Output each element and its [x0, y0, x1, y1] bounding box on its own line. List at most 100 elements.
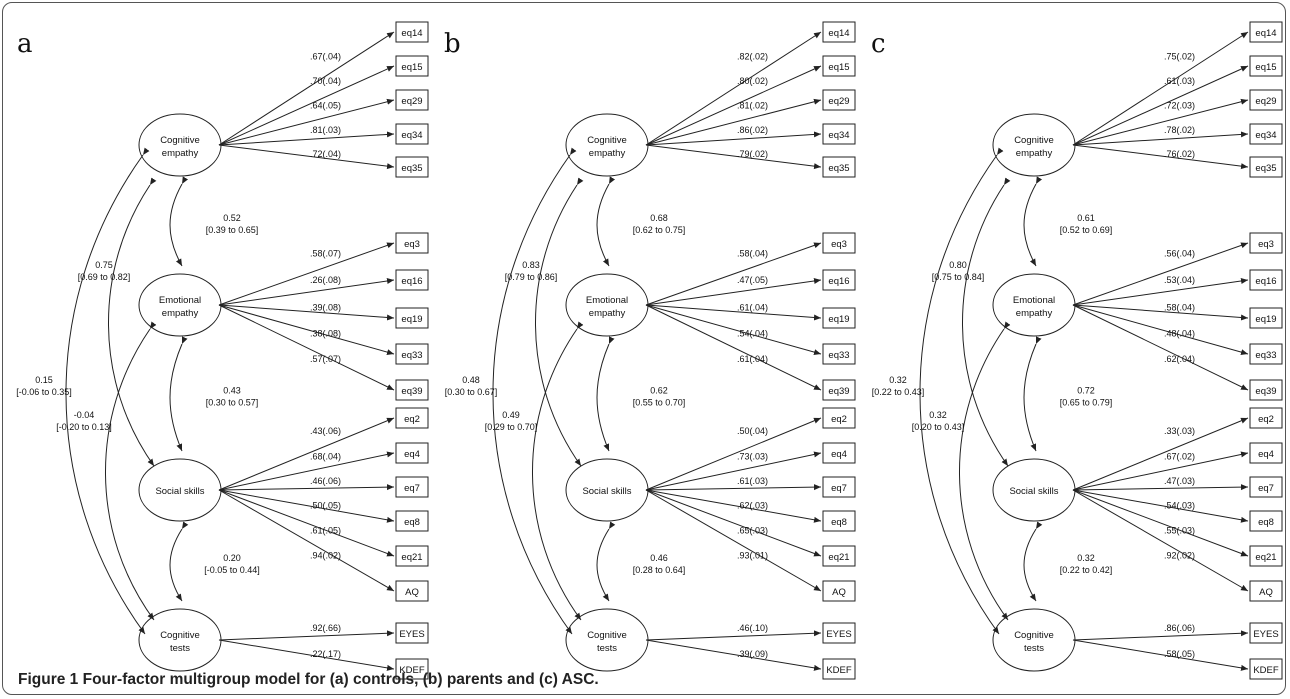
panel-a-factor-3-indicator-eq4-label: eq4: [404, 449, 420, 460]
panel-c-factor-4-indicator-eyes-label: EYES: [1253, 629, 1278, 640]
panel-b-factor-3-label: Social skills: [582, 486, 631, 497]
panel-b-factor-4-indicator-eyes-loading-arrow: [645, 630, 822, 641]
panel-a-factor-3-indicator-eq2-loading-arrow: [218, 417, 395, 491]
panel-c-factor-2-indicator-eq16-loading-arrow: [1072, 278, 1249, 306]
panel-c-factor-2-indicator-eq19-box: [1249, 307, 1283, 329]
panel-b-factor-3-indicator-eq8-loading-arrow: [645, 489, 822, 523]
panel-b-factor-3-indicator-eq4-loading-arrow: [645, 451, 822, 491]
panel-a-factor-2-indicator-eq19-label: eq19: [401, 314, 422, 325]
panel-c-factor-1-indicator-eq14-box: [1249, 21, 1283, 43]
caption-text: Four-factor multigroup model for (a) con…: [82, 671, 599, 688]
panel-c-factor-4-indicator-eyes-loading-arrow: [1072, 630, 1249, 641]
panel-a-corr-ss_ct-estimate: 0.20: [223, 553, 241, 563]
panel-a-factor-3-indicator-eq2-loading: .43(.06): [310, 426, 341, 436]
panel-a-factor-1-indicator-eq35-box: [395, 156, 429, 178]
panel-a-factor-3-indicator-eq7-loading: .46(.06): [310, 476, 341, 486]
panel-c-factor-2-indicator-eq33-loading-arrow: [1072, 304, 1249, 356]
panel-c-corr-ee_ct-arrow: [959, 321, 1011, 621]
panel-c-factor-3-indicator-eq8-label: eq8: [1258, 517, 1274, 528]
panel-c-factor-3-indicator-eq21-label: eq21: [1255, 552, 1276, 563]
panel-c-factor-1-indicator-eq29-loading: .72(.03): [1164, 101, 1195, 111]
panel-a-factor-3-indicator-eq21-loading-arrow: [218, 489, 395, 557]
panel-b-factor-2-indicator-eq19-box: [822, 307, 856, 329]
panel-b-factor-3-indicator-eq2-label: eq2: [831, 414, 847, 425]
panel-a-factor-2-indicator-eq3-box: [395, 232, 429, 254]
panel-b-factor-3-indicator-eq8-loading: .62(.03): [737, 500, 768, 510]
panel-b-factor-3-indicator-eq7-label: eq7: [831, 483, 847, 494]
panel-c-factor-2-indicator-eq19-label: eq19: [1255, 314, 1276, 325]
panel-b-factor-2-indicator-eq19-loading: .61(.04): [737, 302, 768, 312]
panel-a-factor-1-indicator-eq34-box: [395, 123, 429, 145]
panel-a-factor-4-indicator-kdef-label: KDEF: [399, 665, 425, 676]
panel-c-factor-3-indicator-eq2-label: eq2: [1258, 414, 1274, 425]
panel-b-factor-2-indicator-eq16-label: eq16: [828, 276, 849, 287]
panel-a-factor-4-indicator-eyes-loading-arrow: [218, 630, 395, 641]
panel-b-factor-1-indicator-eq15-label: eq15: [828, 62, 849, 73]
panel-c-factor-4-indicator-kdef-loading-arrow: [1072, 639, 1249, 671]
panel-a-factor-3-indicator-aq-loading: .94(.02): [310, 551, 341, 561]
panel-a-corr-ee_ss-estimate: 0.43: [223, 386, 241, 396]
panel-b-factor-2-indicator-eq3-loading: .58(.04): [737, 248, 768, 258]
panel-a-factor-3-indicator-eq4-loading: .68(.04): [310, 451, 341, 461]
panel-b-factor-3-indicator-aq-label: AQ: [832, 587, 846, 598]
panel-b-corr-ce_ss-arrow: [535, 177, 584, 467]
panel-b-factor-2-indicator-eq19-loading-arrow: [645, 304, 822, 321]
panel-c-factor-1-indicator-eq34-loading-arrow: [1072, 131, 1249, 146]
panel-b-factor-4-label-line1: Cognitive: [587, 630, 627, 641]
panel-a-factor-2-indicator-eq33-loading: .38(.08): [310, 328, 341, 338]
panel-a-corr-ee_ss-ci: [0.30 to 0.57]: [206, 398, 259, 408]
panel-a-factor-2-indicator-eq19-box: [395, 307, 429, 329]
panel-c-corr-ce_ss-estimate: 0.80: [949, 260, 967, 270]
panel-a-factor-1-indicator-eq34-loading: .81(.03): [310, 125, 341, 135]
panel-c-corr-ce_ct-ci: [0.22 to 0.43]: [872, 387, 925, 397]
panel-c-factor-3-indicator-eq2-loading-arrow: [1072, 417, 1249, 491]
panel-c-factor-2-indicator-eq39-label: eq39: [1255, 386, 1276, 397]
panel-b-factor-3-indicator-eq8-box: [822, 510, 856, 532]
panel-c-corr-ce_ss-ci: [0.75 to 0.84]: [932, 272, 985, 282]
panel-c-factor-4-label-line2: tests: [1024, 643, 1044, 654]
panel-b-factor-3-indicator-eq7-loading: .61(.03): [737, 476, 768, 486]
panel-b-letter: b: [444, 29, 461, 59]
panel-a-factor-4-indicator-eyes-box: [395, 622, 429, 644]
panel-c-factor-1-indicator-eq34-loading: .78(.02): [1164, 125, 1195, 135]
panel-c-corr-ee_ct-estimate: 0.32: [929, 410, 947, 420]
panel-b-corr-ee_ct-ci: [0.29 to 0.70]: [485, 422, 538, 432]
panel-a-corr-ee_ss-arrow: [169, 336, 188, 452]
panel-a-factor-1-label-line1: Cognitive: [160, 135, 200, 146]
panel-a-factor-2-label-line1: Emotional: [159, 295, 201, 306]
panel-a-factor-2-indicator-eq39-loading: .57(.07): [310, 354, 341, 364]
panel-b-factor-3-indicator-eq7-box: [822, 476, 856, 498]
panel-a-factor-1-indicator-eq35-loading: .72(.04): [310, 149, 341, 159]
panel-a-factor-2-indicator-eq16-loading: .26(.08): [310, 275, 341, 285]
panel-c-factor-2-indicator-eq3-box: [1249, 232, 1283, 254]
panel-a-factor-3-indicator-eq7-label: eq7: [404, 483, 420, 494]
panel-b-factor-2-label-line2: empathy: [589, 308, 626, 319]
panel-b-corr-ce_ct-arrow: [492, 147, 577, 635]
panel-c-factor-4-indicator-kdef-loading: .58(.05): [1164, 649, 1195, 659]
panel-c-factor-4-label-line1: Cognitive: [1014, 630, 1054, 641]
panel-a-factor-3-indicator-eq21-box: [395, 545, 429, 567]
panel-a-factor-1-indicator-eq15-loading-arrow: [218, 65, 395, 146]
panel-c-factor-3-indicator-eq8-loading-arrow: [1072, 489, 1249, 523]
panel-a-factor-2-indicator-eq39-label: eq39: [401, 386, 422, 397]
panel-b-factor-2-indicator-eq19-label: eq19: [828, 314, 849, 325]
panel-c-factor-3-indicator-aq-label: AQ: [1259, 587, 1273, 598]
panel-b-factor-4-indicator-eyes-box: [822, 622, 856, 644]
panel-c-factor-2-indicator-eq39-loading: .62(.04): [1164, 354, 1195, 364]
panel-b-corr-ee_ss-estimate: 0.62: [650, 386, 668, 396]
panel-b-factor-3-indicator-eq4-box: [822, 442, 856, 464]
panel-b-factor-2-indicator-eq39-loading: .61(.04): [737, 354, 768, 364]
panel-b-factor-2-indicator-eq16-box: [822, 269, 856, 291]
panel-b-factor-3-indicator-eq21-label: eq21: [828, 552, 849, 563]
panel-c-factor-2-indicator-eq16-box: [1249, 269, 1283, 291]
panel-b-corr-ss_ct-estimate: 0.46: [650, 553, 668, 563]
panel-b-factor-2-indicator-eq3-loading-arrow: [645, 242, 822, 306]
panel-a-factor-3-indicator-eq8-loading: .50(.05): [310, 500, 341, 510]
panel-a-factor-1-indicator-eq14-loading-arrow: [218, 31, 395, 146]
panel-b-factor-1-indicator-eq14-loading: .82(.02): [737, 52, 768, 62]
panel-b-corr-ce_ee-estimate: 0.68: [650, 213, 668, 223]
panel-b-factor-3-indicator-eq2-loading-arrow: [645, 417, 822, 491]
panel-a-factor-1-indicator-eq35-loading-arrow: [218, 144, 395, 170]
panel-b-factor-4-indicator-kdef-loading: .39(.09): [737, 649, 768, 659]
panel-c-factor-3-indicator-eq7-label: eq7: [1258, 483, 1274, 494]
